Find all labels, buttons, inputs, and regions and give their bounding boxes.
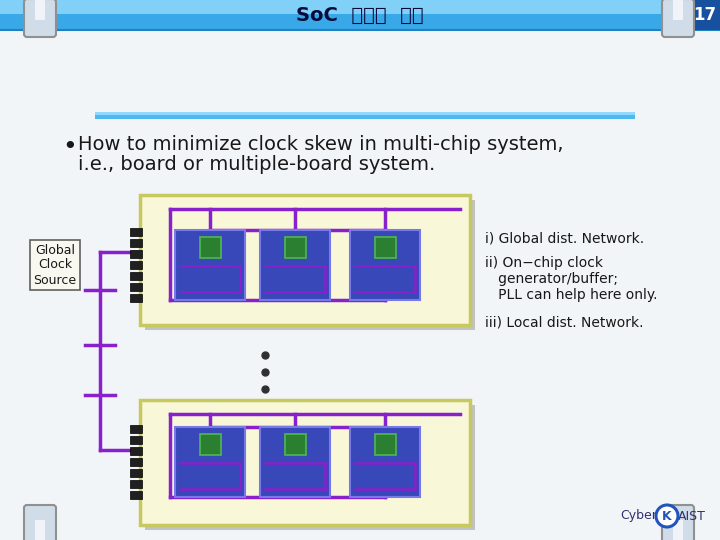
Text: How to minimize clock skew in multi-chip system,: How to minimize clock skew in multi-chip… [78, 135, 564, 154]
Text: i) Global dist. Network.: i) Global dist. Network. [485, 232, 644, 246]
Bar [130, 480, 142, 488]
Circle shape [656, 505, 678, 527]
Bar [140, 400, 470, 525]
Bar [35, 0, 45, 20]
Bar [130, 272, 142, 280]
Text: Global
Clock
Source: Global Clock Source [33, 244, 76, 287]
Text: •: • [62, 135, 77, 159]
Bar [130, 447, 142, 455]
Bar [175, 230, 245, 300]
Bar [350, 230, 420, 300]
Bar [130, 458, 142, 466]
Bar [130, 436, 142, 444]
Bar [690, 0, 720, 30]
Bar [673, 520, 683, 540]
Bar [0, 0, 720, 14]
Bar [130, 261, 142, 269]
Bar [145, 200, 475, 330]
FancyBboxPatch shape [24, 505, 56, 540]
Text: 17: 17 [693, 6, 716, 24]
Bar [374, 237, 395, 258]
Bar [130, 239, 142, 247]
Bar [374, 434, 395, 455]
FancyBboxPatch shape [662, 505, 694, 540]
FancyBboxPatch shape [662, 0, 694, 37]
Bar [130, 228, 142, 236]
Text: iii) Local dist. Network.: iii) Local dist. Network. [485, 316, 644, 330]
Bar [130, 250, 142, 258]
Bar [199, 434, 220, 455]
Text: ii) On−chip clock: ii) On−chip clock [485, 256, 603, 270]
Bar [95, 112, 635, 115]
Bar [260, 230, 330, 300]
Bar [199, 237, 220, 258]
Bar [284, 434, 305, 455]
Bar [140, 195, 470, 325]
Bar [130, 283, 142, 291]
Bar [175, 427, 245, 497]
Bar [260, 427, 330, 497]
FancyBboxPatch shape [24, 0, 56, 37]
Bar [130, 294, 142, 302]
Text: AIST: AIST [678, 510, 706, 523]
Bar [35, 520, 45, 540]
Text: Cyber: Cyber [620, 510, 657, 523]
Bar [145, 405, 475, 530]
Bar [130, 491, 142, 499]
Bar [673, 0, 683, 20]
Bar [95, 112, 635, 119]
Text: PLL can help here only.: PLL can help here only. [485, 288, 657, 302]
Bar [0, 0, 720, 30]
Text: K: K [662, 510, 672, 523]
Bar [130, 469, 142, 477]
Bar [350, 427, 420, 497]
Text: i.e., board or multiple-board system.: i.e., board or multiple-board system. [78, 155, 436, 174]
Text: SoC  설계의  검증: SoC 설계의 검증 [296, 5, 424, 24]
Bar [130, 425, 142, 433]
Text: generator/buffer;: generator/buffer; [485, 272, 618, 286]
Bar [284, 237, 305, 258]
